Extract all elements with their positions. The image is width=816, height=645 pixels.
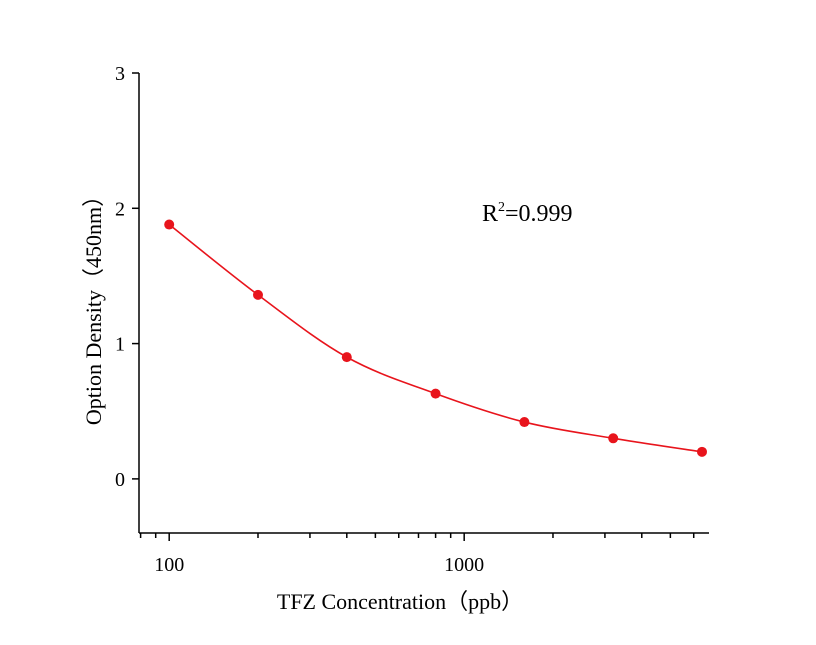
data-points <box>164 219 707 457</box>
data-point <box>252 289 263 300</box>
fit-curve <box>168 223 703 453</box>
data-point <box>519 417 530 428</box>
y-tick-label: 1 <box>115 334 125 356</box>
y-axis-label: Option Density（450nm） <box>81 185 106 425</box>
data-point <box>341 352 352 363</box>
data-point <box>164 219 175 230</box>
y-tick-label: 3 <box>115 63 125 85</box>
y-tick-label: 2 <box>115 198 125 220</box>
x-axis-label: TFZ Concentration（ppb） <box>277 589 523 614</box>
tick-labels: 0 1 2 3 100 1000 <box>115 63 484 576</box>
annotation-r-squared: R2=0.999 <box>482 200 573 227</box>
x-tick-label: 100 <box>154 554 184 576</box>
axes <box>132 72 709 541</box>
data-point <box>430 388 441 399</box>
data-point <box>608 433 619 444</box>
x-tick-label: 1000 <box>444 554 484 576</box>
y-tick-label: 0 <box>115 469 125 491</box>
data-point <box>696 446 707 457</box>
